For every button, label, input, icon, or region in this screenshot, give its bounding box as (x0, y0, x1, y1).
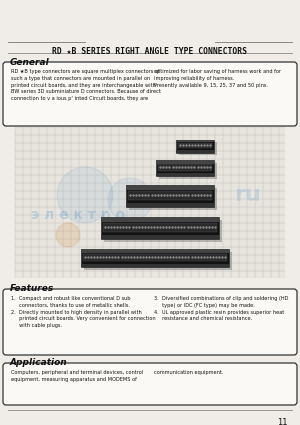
Bar (103, 223, 217, 232)
Text: 1.  Compact and robust like conventional D sub
     connectors, thanks to use of: 1. Compact and robust like conventional … (11, 296, 156, 328)
Text: э л е к т р о: э л е к т р о (31, 208, 125, 222)
Bar (101, 235, 219, 239)
Bar (101, 217, 219, 239)
Text: RD ★B type connectors are square multiplex connectors of
such a type that connec: RD ★B type connectors are square multipl… (11, 69, 161, 101)
Circle shape (56, 223, 80, 247)
Bar (15, 127, 285, 278)
Bar (178, 142, 217, 155)
Bar (103, 219, 221, 241)
Text: communication equipment.: communication equipment. (154, 370, 224, 375)
Bar (128, 190, 212, 200)
Bar (176, 150, 214, 153)
Bar (128, 187, 217, 210)
Bar (81, 264, 229, 267)
Text: Features: Features (10, 284, 54, 293)
Text: Computers, peripheral and terminal devices, control
equipment, measuring apparat: Computers, peripheral and terminal devic… (11, 370, 143, 382)
Bar (158, 164, 212, 171)
Bar (158, 162, 217, 178)
Circle shape (108, 178, 152, 222)
Bar (126, 185, 214, 207)
Bar (126, 203, 214, 207)
Bar (156, 160, 214, 164)
FancyBboxPatch shape (3, 62, 297, 126)
Text: optimized for labor saving of harness work and for
improving reliability of harn: optimized for labor saving of harness wo… (154, 69, 281, 88)
Text: General: General (10, 58, 50, 67)
Bar (156, 160, 214, 176)
Text: 11: 11 (278, 418, 288, 425)
Bar (126, 185, 214, 190)
Bar (176, 139, 214, 142)
Circle shape (57, 167, 113, 223)
Bar (178, 143, 212, 148)
FancyBboxPatch shape (3, 363, 297, 405)
Bar (83, 253, 227, 261)
Bar (176, 139, 214, 153)
Text: Application: Application (10, 358, 68, 367)
Text: RD ★B SERIES RIGHT ANGLE TYPE CONNECTORS: RD ★B SERIES RIGHT ANGLE TYPE CONNECTORS (52, 47, 247, 56)
Bar (101, 217, 219, 222)
FancyBboxPatch shape (3, 289, 297, 355)
Bar (81, 249, 229, 253)
Text: 3.  Diversified combinations of clip and soldering (HD
     type) or IDC (FC typ: 3. Diversified combinations of clip and … (154, 296, 288, 321)
Bar (156, 173, 214, 176)
Bar (81, 249, 229, 267)
Text: ru: ru (235, 185, 261, 205)
Bar (83, 252, 232, 269)
